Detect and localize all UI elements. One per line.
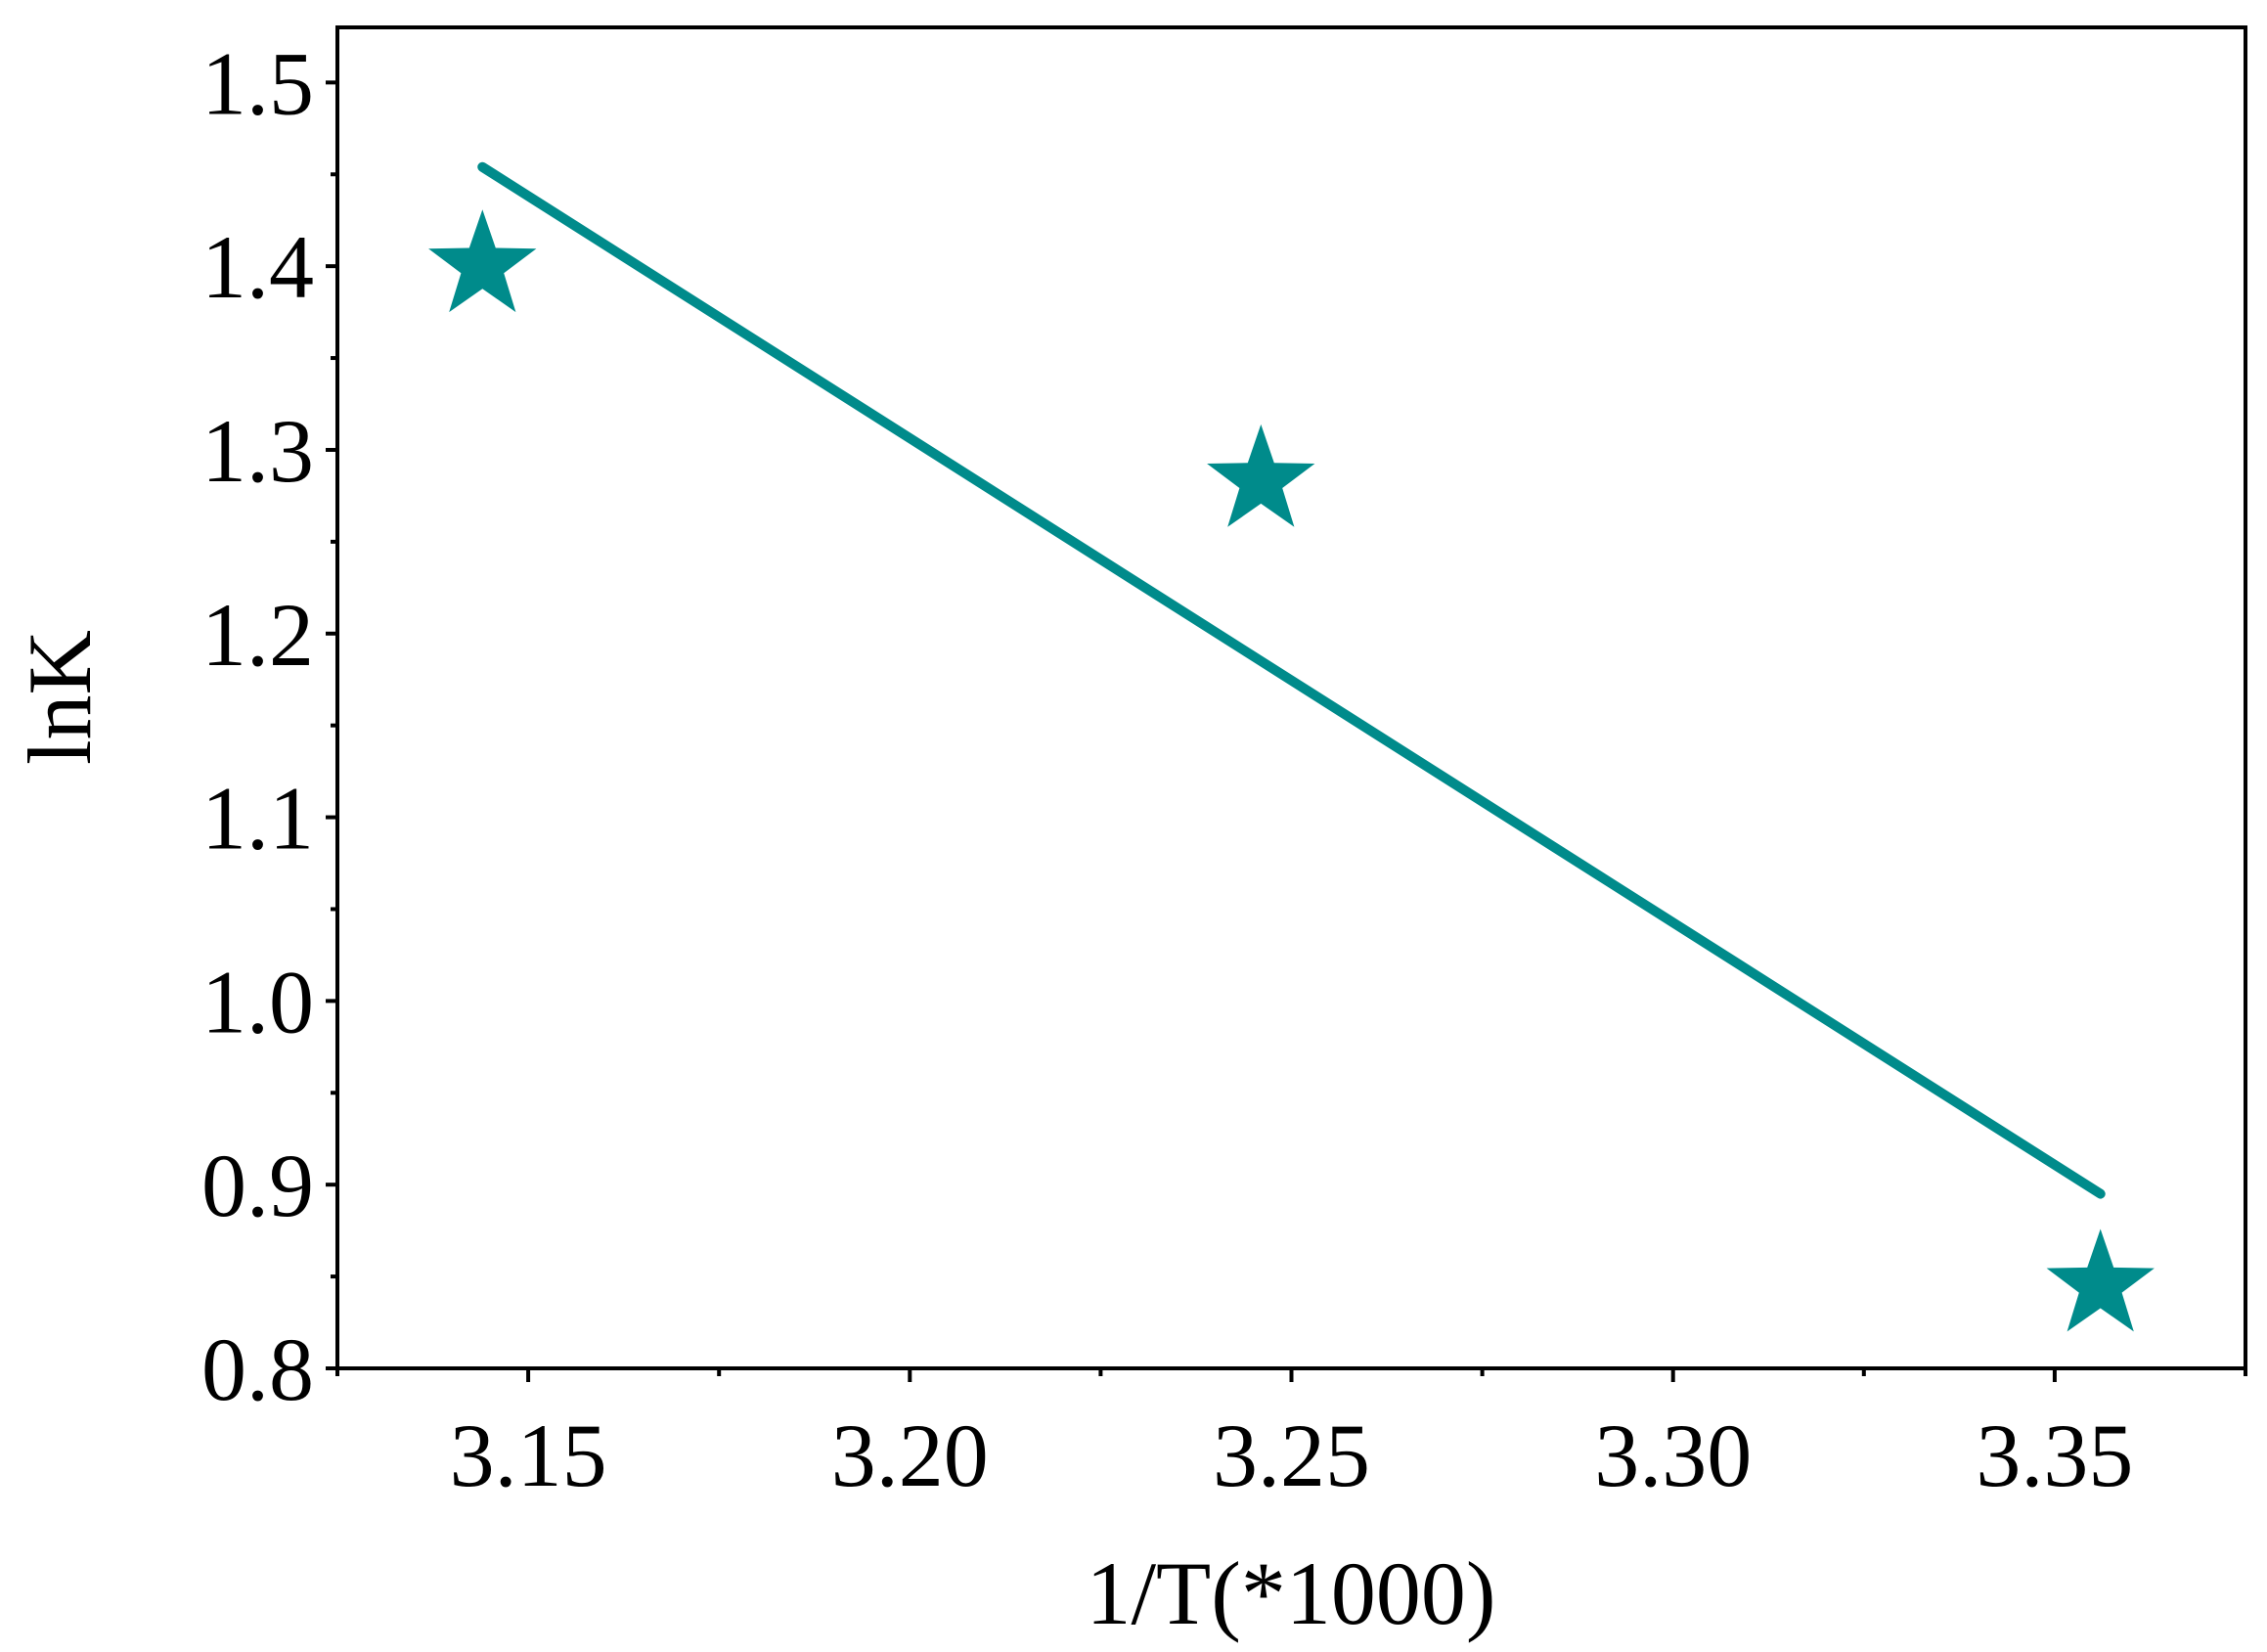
y-tick-label: 0.8 <box>201 1319 314 1419</box>
y-tick-label: 1.0 <box>201 952 314 1051</box>
series-area <box>428 161 2155 1332</box>
fit-line <box>477 161 2106 1199</box>
y-axis: 0.8 0.9 1.0 1.1 1.2 1.3 1.4 1.5 <box>201 33 337 1419</box>
y-axis-label: lnK <box>10 630 110 765</box>
x-axis-label: 1/T(*1000) <box>1086 1543 1495 1643</box>
y-tick-label: 1.2 <box>201 585 314 685</box>
x-tick-label: 3.25 <box>1213 1406 1370 1505</box>
x-tick-label: 3.30 <box>1594 1406 1752 1505</box>
y-tick-label: 1.1 <box>201 769 314 869</box>
data-point-star <box>1207 424 1315 527</box>
y-tick-label: 1.3 <box>201 401 314 501</box>
y-tick-label: 0.9 <box>201 1136 314 1235</box>
y-tick-label: 1.5 <box>201 33 314 133</box>
y-tick-label: 1.4 <box>201 217 314 317</box>
x-axis: 3.15 3.20 3.25 3.30 3.35 <box>335 1368 2247 1505</box>
x-tick-label: 3.35 <box>1976 1406 2133 1505</box>
data-point-star <box>428 209 537 313</box>
x-tick-label: 3.20 <box>831 1406 989 1505</box>
plot-frame <box>335 25 2247 1370</box>
x-tick-label: 3.15 <box>450 1406 607 1505</box>
data-point-star <box>2046 1228 2155 1332</box>
